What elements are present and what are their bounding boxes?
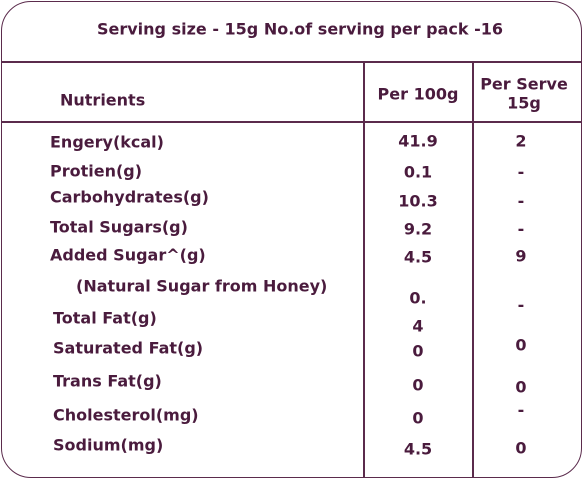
rule [1, 121, 582, 123]
rule [472, 62, 474, 478]
header-per-serve: Per Serve [480, 74, 568, 94]
nutrient-name: Cholesterol(mg) [53, 405, 199, 425]
per-serve-value: - [517, 295, 525, 315]
nutrient-name: Carbohydrates(g) [50, 187, 209, 207]
nutrient-name: Engery(kcal) [50, 132, 164, 152]
nutrient-name: Protien(g) [50, 161, 143, 181]
per-100g-value: 0 [412, 341, 424, 361]
per-serve-value: 2 [515, 131, 527, 151]
per-serve-value: - [517, 191, 525, 211]
header-per-100g: Per 100g [377, 84, 459, 104]
per-serve-value: - [517, 219, 525, 239]
per-serve-value: - [517, 400, 525, 420]
per-100g-value: 4 [412, 316, 424, 336]
per-100g-value: 4.5 [403, 247, 433, 267]
table-frame [1, 1, 582, 478]
per-100g-value: 9.2 [403, 219, 433, 239]
per-serve-value: 0 [515, 438, 527, 458]
per-100g-value: 0 [412, 408, 424, 428]
nutrient-name: (Natural Sugar from Honey) [76, 276, 328, 296]
per-100g-value: 0. [409, 288, 427, 308]
nutrient-name: Trans Fat(g) [53, 371, 162, 391]
title: Serving size - 15g No.of serving per pac… [96, 19, 504, 39]
nutrient-name: Total Fat(g) [53, 308, 157, 328]
nutrient-name: Sodium(mg) [53, 435, 164, 455]
per-100g-value: 41.9 [398, 131, 438, 151]
nutrient-name: Total Sugars(g) [50, 217, 188, 237]
per-serve-value: - [517, 162, 525, 182]
per-serve-value: 0 [515, 335, 527, 355]
per-100g-value: 0.1 [403, 162, 433, 182]
per-serve-value: 9 [515, 246, 527, 266]
per-100g-value: 4.5 [403, 439, 433, 459]
rule [363, 62, 365, 478]
nutrient-name: Added Sugar^(g) [50, 245, 206, 265]
per-100g-value: 10.3 [398, 191, 438, 211]
per-100g-value: 0 [412, 375, 424, 395]
per-serve-value: 0 [515, 377, 527, 397]
rule [1, 61, 582, 63]
header-per-serve: 15g [507, 93, 541, 113]
header-nutrients: Nutrients [60, 90, 146, 110]
nutrient-name: Saturated Fat(g) [53, 338, 204, 358]
